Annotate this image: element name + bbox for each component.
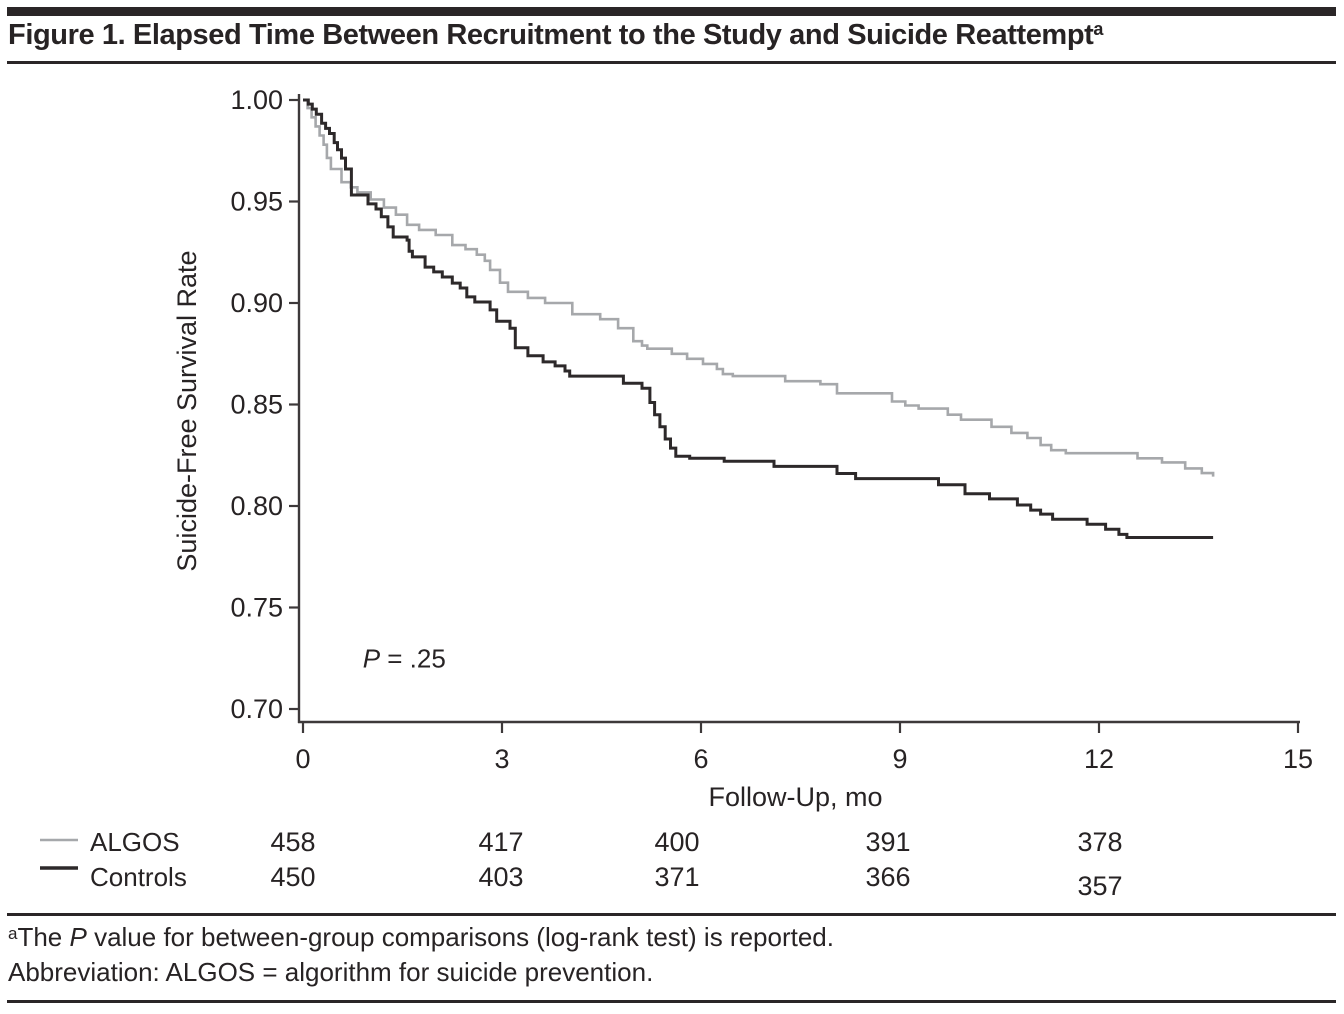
x-tick-label: 12 <box>1084 744 1114 774</box>
algos-curve <box>303 98 1215 477</box>
x-tick-label: 3 <box>494 744 509 774</box>
legend-label-controls: Controls <box>90 862 187 892</box>
risk-count-algos-m12: 378 <box>1077 827 1122 857</box>
risk-count-algos-m9: 391 <box>865 827 910 857</box>
footnote-1-pre: The <box>17 922 70 952</box>
top-rule <box>7 7 1336 16</box>
y-axis-title: Suicide-Free Survival Rate <box>172 250 202 571</box>
footnote-2: Abbreviation: ALGOS = algorithm for suic… <box>8 957 654 987</box>
footnote-1-superscript: a <box>8 924 18 943</box>
footnote-rule-bottom <box>7 1000 1336 1003</box>
y-tick-label: 0.80 <box>230 491 283 521</box>
risk-count-algos-m0: 458 <box>270 827 315 857</box>
y-tick-label: 0.75 <box>230 593 283 623</box>
footnote-1-post: value for between-group comparisons (log… <box>86 922 834 952</box>
x-tick-label: 6 <box>693 744 708 774</box>
x-axis-title: Follow-Up, mo <box>708 782 882 812</box>
risk-count-algos-m3: 417 <box>478 827 523 857</box>
title-rule <box>7 61 1336 64</box>
figure-title-text: Figure 1. Elapsed Time Between Recruitme… <box>8 19 1094 51</box>
x-tick-label: 9 <box>892 744 907 774</box>
y-tick-label: 1.00 <box>230 85 283 115</box>
legend-label-algos: ALGOS <box>90 827 180 857</box>
risk-count-algos-m6: 400 <box>654 827 699 857</box>
risk-count-controls-m0: 450 <box>270 862 315 892</box>
figure-title: Figure 1. Elapsed Time Between Recruitme… <box>8 19 1103 52</box>
footnote-1-italic-p: P <box>69 922 87 952</box>
y-tick-label: 0.95 <box>230 187 283 217</box>
controls-curve <box>303 98 1214 539</box>
p-value-annotation: P = .25 <box>363 643 446 673</box>
x-tick-label: 0 <box>295 744 310 774</box>
y-tick-label: 0.90 <box>230 288 283 318</box>
y-tick-label: 0.70 <box>230 694 283 724</box>
risk-count-controls-m3: 403 <box>478 862 523 892</box>
risk-count-controls-m12: 357 <box>1077 871 1122 901</box>
footnote-1: aThe P value for between-group compariso… <box>8 922 834 953</box>
x-tick-label: 15 <box>1283 744 1313 774</box>
risk-count-controls-m9: 366 <box>865 862 910 892</box>
figure-title-superscript: a <box>1093 19 1104 39</box>
risk-count-controls-m6: 371 <box>654 862 699 892</box>
y-tick-label: 0.85 <box>230 390 283 420</box>
footnote-rule-top <box>7 913 1336 916</box>
